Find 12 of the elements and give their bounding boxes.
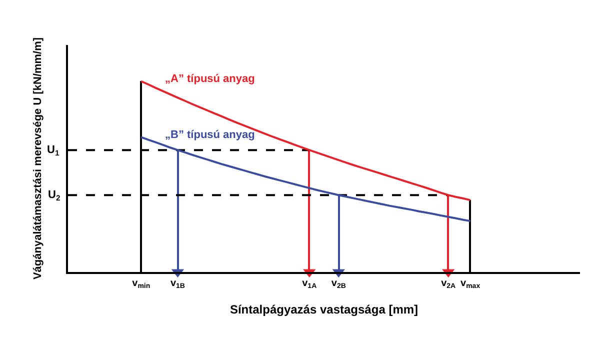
x-tick-label: v$_{max}$: [460, 278, 480, 290]
text: U$_{2}$: [48, 189, 60, 202]
y-axis-title: Vágányalátámasztási merevsége U [kN/mm/m]: [32, 37, 44, 280]
x-tick-label: v$_{min}$: [132, 278, 150, 290]
x-tick-label: v$_{2B}$: [331, 278, 346, 290]
x-tick-label: v$_{1B}$: [170, 278, 185, 290]
x-axis-title: Síntalpágyazás vastagsága [mm]: [230, 302, 418, 316]
text: U$_{1}$: [47, 144, 60, 158]
x-tick-label: v$_{2A}$: [441, 278, 456, 290]
x-tick-label: v$_{1A}$: [302, 278, 317, 290]
series-label: „A” típusú anyag: [165, 73, 255, 85]
series-label: „B” típusú anyag: [165, 129, 255, 141]
